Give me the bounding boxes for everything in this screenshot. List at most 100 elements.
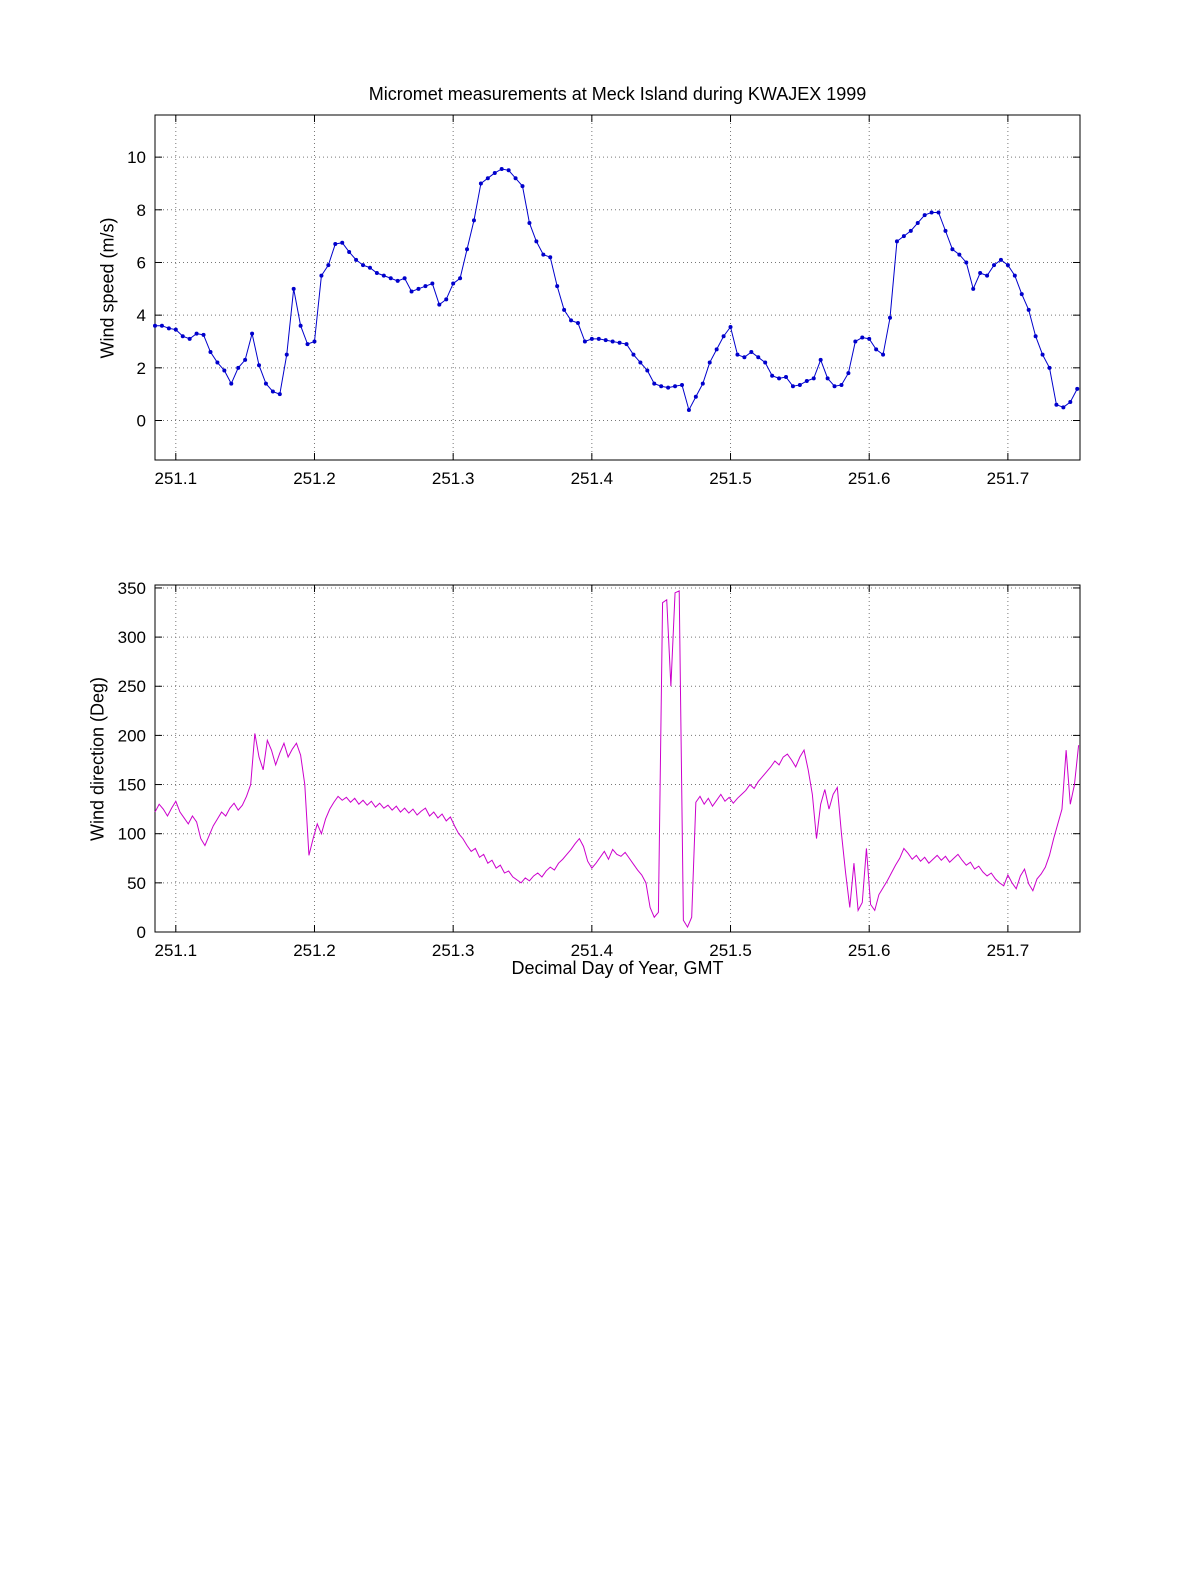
- marker-dot: [846, 371, 851, 376]
- marker-dot: [679, 382, 684, 387]
- marker-dot: [194, 331, 199, 336]
- marker-dot: [250, 331, 255, 336]
- marker-dot: [381, 273, 386, 278]
- marker-dot: [534, 239, 539, 244]
- marker-dot: [1005, 263, 1010, 268]
- marker-dot: [603, 338, 608, 343]
- marker-dot: [367, 265, 372, 270]
- wind-direction-chart: 251.1 251.2 251.3 251.4 251.5 251.6 251.7 0 50 10…: [118, 579, 1081, 960]
- y-tick-label: 2: [137, 359, 146, 378]
- y-tick-label: 350: [118, 579, 146, 598]
- marker-dot: [548, 255, 553, 260]
- y-tick-label: 200: [118, 726, 146, 745]
- x-tick-label: 251.2: [293, 469, 336, 488]
- marker-dot: [888, 315, 893, 320]
- y-tick-label: 0: [137, 411, 146, 430]
- marker-dot: [527, 220, 532, 225]
- marker-dot: [596, 336, 601, 341]
- marker-dot: [652, 381, 657, 386]
- marker-dot: [416, 286, 421, 291]
- marker-dot: [901, 234, 906, 239]
- marker-dot: [402, 276, 407, 281]
- marker-dot: [617, 340, 622, 345]
- marker-dot: [998, 257, 1003, 262]
- x-tick-label: 251.6: [848, 469, 891, 488]
- marker-dot: [513, 176, 518, 181]
- marker-dot: [950, 247, 955, 252]
- y-tick-label: 300: [118, 628, 146, 647]
- marker-dot: [159, 323, 164, 328]
- marker-dot: [1012, 273, 1017, 278]
- marker-dot: [673, 384, 678, 389]
- y-tick-label: 50: [127, 874, 146, 893]
- marker-dot: [458, 276, 463, 281]
- marker-dot: [153, 323, 157, 328]
- marker-dot: [742, 355, 747, 360]
- marker-dot: [277, 392, 282, 397]
- marker-dot: [263, 381, 268, 386]
- marker-dot: [409, 289, 414, 294]
- marker-dot: [922, 213, 927, 218]
- marker-dot: [867, 336, 872, 341]
- marker-dot: [1075, 386, 1080, 391]
- marker-dot: [811, 376, 816, 381]
- marker-dot: [319, 273, 324, 278]
- y-tick-label: 0: [137, 923, 146, 942]
- marker-dot: [582, 339, 587, 344]
- marker-dot: [361, 263, 366, 268]
- marker-dot: [777, 376, 782, 381]
- marker-dot: [686, 407, 691, 412]
- x-tick-label: 251.1: [155, 941, 198, 960]
- marker-dot: [423, 284, 428, 289]
- marker-dot: [770, 373, 775, 378]
- wind-speed-chart: 251.1 251.2 251.3 251.4 251.5 251.6 251.7 0 2 4 6 8…: [127, 114, 1081, 488]
- y-tick-label: 250: [118, 677, 146, 696]
- marker-dot: [340, 240, 345, 245]
- marker-dot: [839, 382, 844, 387]
- marker-dot: [291, 286, 296, 291]
- marker-dot: [756, 355, 761, 360]
- x-tick-label: 251.6: [848, 941, 891, 960]
- marker-dot: [347, 249, 352, 254]
- marker-dot: [992, 263, 997, 268]
- marker-dot: [645, 368, 650, 373]
- marker-dot: [451, 281, 456, 286]
- marker-dot: [957, 252, 962, 257]
- marker-dot: [1054, 402, 1059, 407]
- marker-dot: [971, 286, 976, 291]
- x-tick-label: 251.3: [432, 941, 475, 960]
- marker-dot: [562, 307, 567, 312]
- marker-dot: [499, 166, 504, 171]
- marker-dot: [1047, 365, 1052, 370]
- marker-dot: [173, 327, 178, 332]
- marker-dot: [305, 342, 310, 347]
- marker-dot: [610, 339, 615, 344]
- marker-dot: [1033, 334, 1038, 339]
- marker-dot: [222, 368, 227, 373]
- marker-dot: [728, 325, 733, 329]
- x-axis-label: Decimal Day of Year, GMT: [511, 958, 724, 978]
- marker-dot: [354, 257, 359, 262]
- marker-dot: [430, 281, 435, 286]
- marker-dot: [575, 321, 580, 326]
- marker-dot: [395, 278, 400, 283]
- marker-dot: [506, 168, 511, 173]
- marker-dot: [478, 181, 483, 186]
- y-tick-label: 4: [137, 306, 146, 325]
- marker-dot: [763, 360, 768, 365]
- marker-dot: [1019, 292, 1024, 297]
- marker-dot: [985, 273, 990, 278]
- marker-dot: [589, 336, 594, 341]
- x-tick-label: 251.3: [432, 469, 475, 488]
- marker-dot: [894, 239, 899, 244]
- marker-dot: [735, 352, 740, 357]
- y-tick-label: 10: [127, 148, 146, 167]
- axes-box: [154, 584, 1081, 933]
- marker-dot: [333, 242, 338, 247]
- marker-dot: [978, 271, 983, 276]
- marker-dot: [180, 334, 185, 339]
- marker-dot: [908, 228, 913, 233]
- marker-dot: [284, 352, 289, 357]
- marker-dot: [492, 170, 497, 175]
